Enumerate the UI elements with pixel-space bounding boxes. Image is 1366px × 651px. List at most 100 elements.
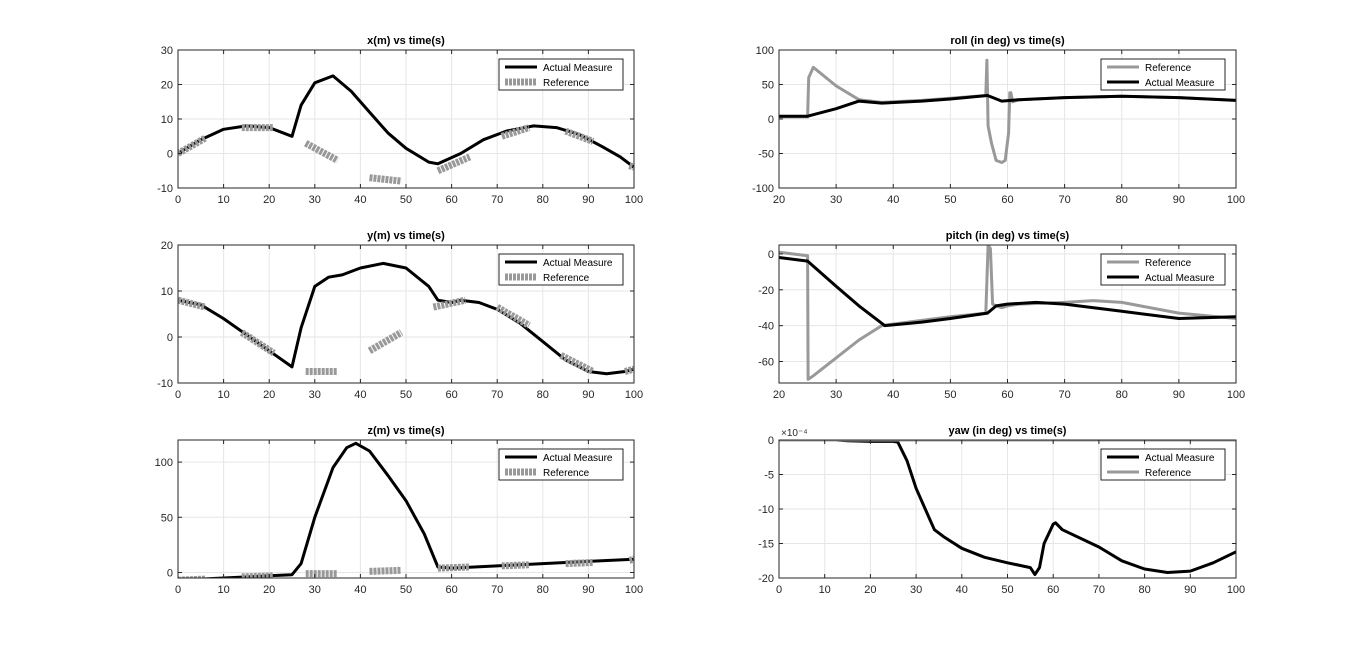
series-line-reference-segment <box>628 555 634 564</box>
x-tick-label: 60 <box>445 584 457 596</box>
y-tick-label: 50 <box>161 512 173 524</box>
x-tick-label: 40 <box>354 584 366 596</box>
y-tick-label: 0 <box>167 332 173 344</box>
y-tick-label: 10 <box>161 114 173 126</box>
x-tick-label: 90 <box>1184 584 1196 596</box>
x-tick-label: 70 <box>1093 584 1105 596</box>
x-tick-label: 30 <box>309 194 321 206</box>
x-tick-label: 70 <box>1059 389 1071 401</box>
series-line-reference-segment <box>564 127 595 145</box>
x-tick-label: 10 <box>819 584 831 596</box>
x-tick-label: 100 <box>625 584 643 596</box>
y-tick-label: -60 <box>758 356 774 368</box>
x-tick-label: 100 <box>625 389 643 401</box>
plot-area <box>779 58 1236 164</box>
x-tick-label: 40 <box>354 194 366 206</box>
y-tick-label: 100 <box>155 457 173 469</box>
legend-label-reference: Reference <box>1145 468 1192 479</box>
y-tick-label: 0 <box>167 567 173 579</box>
series-line-reference-segment <box>559 352 595 375</box>
x-tick-label: 100 <box>1227 389 1245 401</box>
series-line-reference-segment <box>367 329 404 354</box>
x-tick-label: 20 <box>263 584 275 596</box>
x-tick-label: 90 <box>1173 389 1185 401</box>
series-line-reference-segment <box>178 134 208 157</box>
series-line-actual-measure <box>779 256 1236 328</box>
x-tick-label: 90 <box>582 584 594 596</box>
y-tick-label: 50 <box>762 80 774 92</box>
series-line-reference-segment <box>432 296 467 311</box>
x-tick-label: 0 <box>175 194 181 206</box>
x-tick-label: 20 <box>864 584 876 596</box>
x-tick-label: 50 <box>400 389 412 401</box>
x-tick-label: 80 <box>537 389 549 401</box>
legend-label-reference: Reference <box>543 78 590 89</box>
chart-title: z(m) vs time(s) <box>367 425 444 437</box>
x-tick-label: 10 <box>217 194 229 206</box>
legend-label-actual-measure: Actual Measure <box>1145 273 1215 284</box>
y-tick-label: -10 <box>157 378 173 390</box>
x-tick-label: 50 <box>944 194 956 206</box>
y-tick-label: -10 <box>157 183 173 195</box>
legend-box <box>1100 253 1226 286</box>
x-tick-label: 90 <box>1173 194 1185 206</box>
y-tick-label: -5 <box>764 470 774 482</box>
series-line-reference <box>779 245 1236 381</box>
series-line-reference-segment <box>500 124 531 140</box>
series-line-actual-measure <box>178 74 634 169</box>
x-tick-label: 100 <box>625 194 643 206</box>
y-tick-label: 100 <box>756 45 774 57</box>
chart-roll-vs-time: 20 30 40 50 60 70 80 90 100 -100 -50 0 50 100 roll (in… <box>752 35 1245 206</box>
x-tick-label: 50 <box>400 584 412 596</box>
y-tick-label: -10 <box>758 504 774 516</box>
chart-title: roll (in deg) vs time(s) <box>950 35 1065 47</box>
x-tick-label: 40 <box>956 584 968 596</box>
series-line-reference-segment <box>178 296 207 311</box>
x-tick-label: 10 <box>217 389 229 401</box>
x-tick-label: 10 <box>217 584 229 596</box>
x-tick-label: 70 <box>491 389 503 401</box>
series-line-actual-measure <box>192 441 634 578</box>
series-line-reference-segment <box>369 566 402 575</box>
series-line-reference-segment <box>495 304 531 329</box>
x-tick-label: 80 <box>537 584 549 596</box>
chart-yaw-vs-time: 0 10 20 30 40 50 60 70 80 90 100 -20 -15 -10 -5 0 ×10⁻⁴ y… <box>758 425 1245 596</box>
x-tick-label: 80 <box>1116 194 1128 206</box>
y-tick-label: 20 <box>161 80 173 92</box>
series-line-reference-segment <box>241 572 274 578</box>
legend-label-actual-measure: Actual Measure <box>543 258 613 269</box>
x-tick-label: 0 <box>776 584 782 596</box>
y-tick-label: 10 <box>161 286 173 298</box>
y-tick-label: 0 <box>768 249 774 261</box>
chart-pitch-vs-time: 20 30 40 50 60 70 80 90 100 -60 -40 -20 0 pitch (in d… <box>758 230 1245 401</box>
x-tick-label: 80 <box>1116 389 1128 401</box>
y-exponent-label: ×10⁻⁴ <box>781 428 808 439</box>
y-tick-label: 0 <box>768 435 774 447</box>
y-tick-label: 0 <box>167 149 173 161</box>
x-tick-label: 30 <box>309 389 321 401</box>
plot-area <box>178 74 634 185</box>
x-tick-label: 90 <box>582 389 594 401</box>
y-tick-label: -50 <box>758 149 774 161</box>
y-tick-label: -20 <box>758 285 774 297</box>
x-tick-label: 80 <box>1138 584 1150 596</box>
y-tick-label: 20 <box>161 240 173 252</box>
y-tick-label: -20 <box>758 573 774 585</box>
x-tick-label: 20 <box>263 389 275 401</box>
plot-area <box>779 440 1236 576</box>
chart-z-vs-time: 0 10 20 30 40 50 60 70 80 90 100 0 50 100 z(m) vs time… <box>155 425 644 596</box>
x-tick-label: 0 <box>175 584 181 596</box>
x-tick-label: 30 <box>309 584 321 596</box>
x-tick-label: 60 <box>1001 389 1013 401</box>
x-tick-label: 60 <box>1047 584 1059 596</box>
x-tick-label: 20 <box>773 194 785 206</box>
x-tick-label: 60 <box>445 194 457 206</box>
chart-title: x(m) vs time(s) <box>367 35 445 47</box>
x-tick-label: 60 <box>1001 194 1013 206</box>
x-tick-label: 80 <box>537 194 549 206</box>
x-tick-label: 30 <box>910 584 922 596</box>
x-tick-label: 20 <box>773 389 785 401</box>
